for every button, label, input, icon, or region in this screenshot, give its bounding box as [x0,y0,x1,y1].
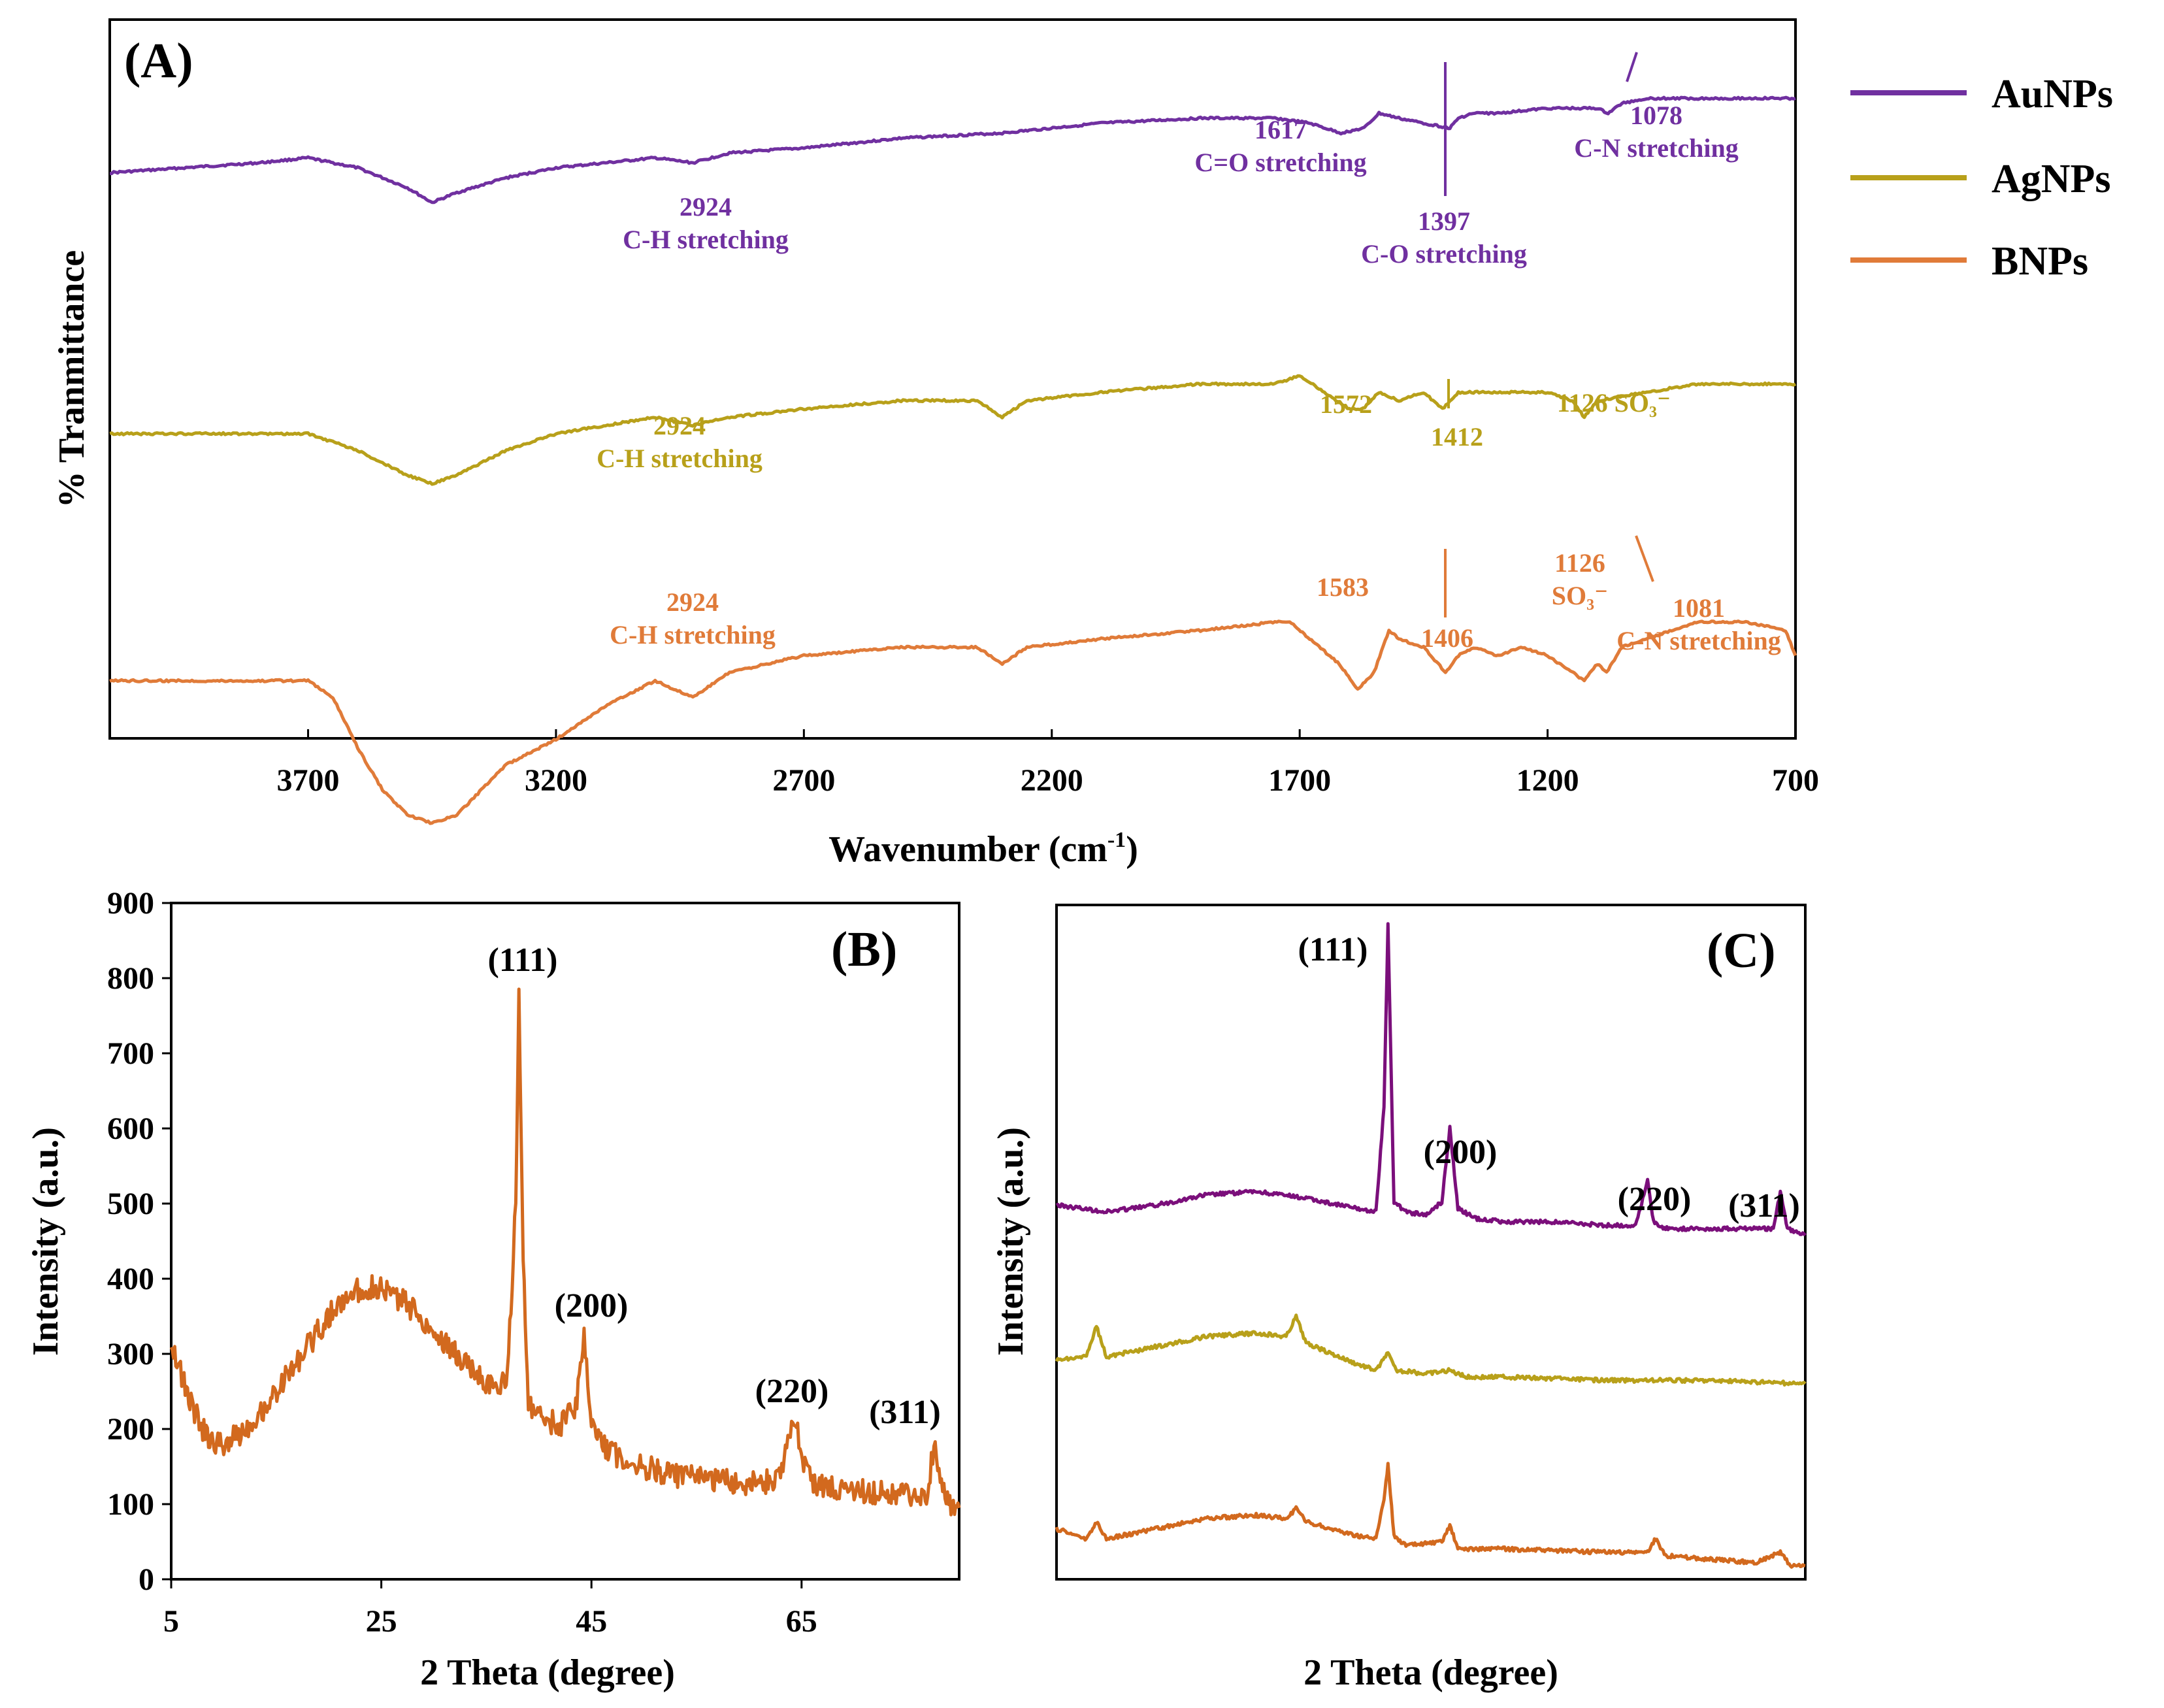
panel-a-x-tick-label: 2200 [1021,763,1083,798]
panel-a-annotation: 1126 SO₃⁻ [1552,548,1608,610]
legend-label-bnps: BNPs [1992,239,2088,284]
legend: AuNPs AgNPs BNPs [1850,72,2113,284]
panel-a-annotation: 2924 C-H stretching [610,587,776,649]
panel-c-peak-labels: (111) (200) (220) (311) [1298,931,1800,1224]
panel-a-annotation: 1078 C-N stretching [1574,101,1738,163]
panel-b-ticks: 5 25 45 65 0 100 200 300 400 500 600 700 800 900 [107,886,817,1639]
panel-a-annotation: 1412 [1431,422,1483,452]
panel-b-traces [169,987,961,1517]
panel-b-x-tick-label: 45 [576,1604,607,1639]
panel-a: (A) 3700 3200 2700 2200 1700 1200 700 2924 C-H … [52,18,1819,870]
panel-a-x-axis-title: Wavenumber (cm-1) [828,828,1138,870]
panel-b-y-axis-title: Intensity (a.u.) [25,1127,66,1356]
panel-b-y-tick-label: 0 [139,1562,154,1597]
panel-a-annotation: 1406 [1421,623,1473,653]
panel-c-peak-label: (200) [1424,1134,1498,1171]
panel-a-x-tick-label: 700 [1772,763,1819,798]
panel-c-x-axis-title: 2 Theta (degree) [1303,1652,1558,1693]
panel-c-peak-label: (311) [1728,1187,1800,1224]
panel-a-annotation: 2924 C-H stretching [623,192,789,254]
annotation-leader-line [1635,535,1654,582]
panel-b-label: (B) [831,922,897,977]
panel-b-y-tick-label: 200 [107,1412,154,1447]
panel-a-x-tick-label: 2700 [772,763,835,798]
panel-a-y-axis-title: % Tranmittance [52,250,92,508]
panel-a-annotations: 2924 C-H stretching 1617 C=O stretching 1397… [597,52,1781,655]
panel-b-y-tick-label: 100 [107,1487,154,1522]
panel-a-annotation: 1572 [1320,389,1372,419]
panel-b-y-tick-label: 600 [107,1111,154,1146]
panel-b-peak-label: (200) [555,1287,629,1324]
xrd-trace-bnps [169,987,961,1517]
panel-a-annotation: 1081 C-N stretching [1616,593,1780,655]
panel-b-frame [170,902,960,1581]
ftir-trace-aunps [109,95,1796,205]
panel-c-y-axis-title: Intensity (a.u.) [991,1127,1031,1356]
panel-b: (B) 5 25 45 650100200300400500600700800900 … [25,886,961,1693]
ftir-trace-agnps [109,374,1797,486]
panel-c-frame [1055,904,1807,1581]
panel-c: (C) (111) (200) (220) (311) 2 Theta (degree… [991,904,1807,1693]
panel-b-peak-label: (111) [488,942,558,979]
panel-a-annotation: 1583 [1317,572,1369,602]
panel-b-x-axis-title: 2 Theta (degree) [420,1652,675,1693]
annotation-leader-line [1626,52,1638,82]
panel-b-y-tick-label: 800 [107,961,154,996]
panel-b-y-tick-label: 500 [107,1187,154,1221]
panel-a-annotation: 1617 C=O stretching [1194,115,1366,177]
panel-b-y-tick-label: 700 [107,1036,154,1071]
panel-a-x-ticks: 3700 3200 2700 2200 1700 1200 700 [277,729,1819,798]
panel-a-annotation: 1397 C-O stretching [1361,206,1527,269]
panel-b-x-tick-label: 5 [163,1604,179,1639]
ftir-trace-bnps [109,619,1797,825]
panel-a-frame [108,18,1797,740]
panel-c-label: (C) [1707,923,1776,978]
panel-b-x-tick-label: 65 [786,1604,817,1639]
panel-a-x-tick-label: 3200 [525,763,587,798]
xrd-trace-aunps [1055,922,1807,1237]
panel-a-annotation: 1126 SO₃⁻ [1557,388,1671,418]
panel-b-y-tick-label: 400 [107,1262,154,1296]
panel-a-annotation: 2924 C-H stretching [597,411,762,473]
panel-c-peak-label: (220) [1618,1181,1692,1218]
panel-b-peak-label: (311) [869,1394,941,1431]
panel-b-peak-label: (220) [755,1373,829,1410]
panel-c-peak-label: (111) [1298,931,1368,968]
panel-a-label: (A) [124,33,193,88]
xrd-trace-agnps [1055,1313,1807,1387]
panel-a-x-tick-label: 3700 [277,763,340,798]
panel-b-x-tick-label: 25 [366,1604,397,1639]
panel-b-peak-labels: (111) (200) (220) (311) [488,942,941,1431]
legend-label-agnps: AgNPs [1992,157,2111,201]
panel-c-traces [1055,922,1807,1569]
panel-a-x-tick-label: 1700 [1268,763,1331,798]
xrd-trace-bnps [1055,1462,1806,1569]
panel-b-y-tick-label: 300 [107,1337,154,1371]
panel-a-x-tick-label: 1200 [1516,763,1579,798]
panel-a-traces [109,95,1797,825]
panel-b-y-tick-label: 900 [107,886,154,921]
legend-label-aunps: AuNPs [1992,72,2113,116]
